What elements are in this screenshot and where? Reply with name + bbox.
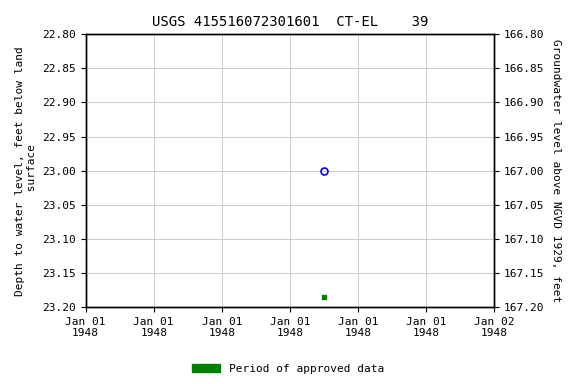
Legend: Period of approved data: Period of approved data — [188, 359, 388, 379]
Title: USGS 415516072301601  CT-EL    39: USGS 415516072301601 CT-EL 39 — [151, 15, 428, 29]
Y-axis label: Groundwater level above NGVD 1929, feet: Groundwater level above NGVD 1929, feet — [551, 39, 561, 302]
Y-axis label: Depth to water level, feet below land
 surface: Depth to water level, feet below land su… — [15, 46, 37, 296]
